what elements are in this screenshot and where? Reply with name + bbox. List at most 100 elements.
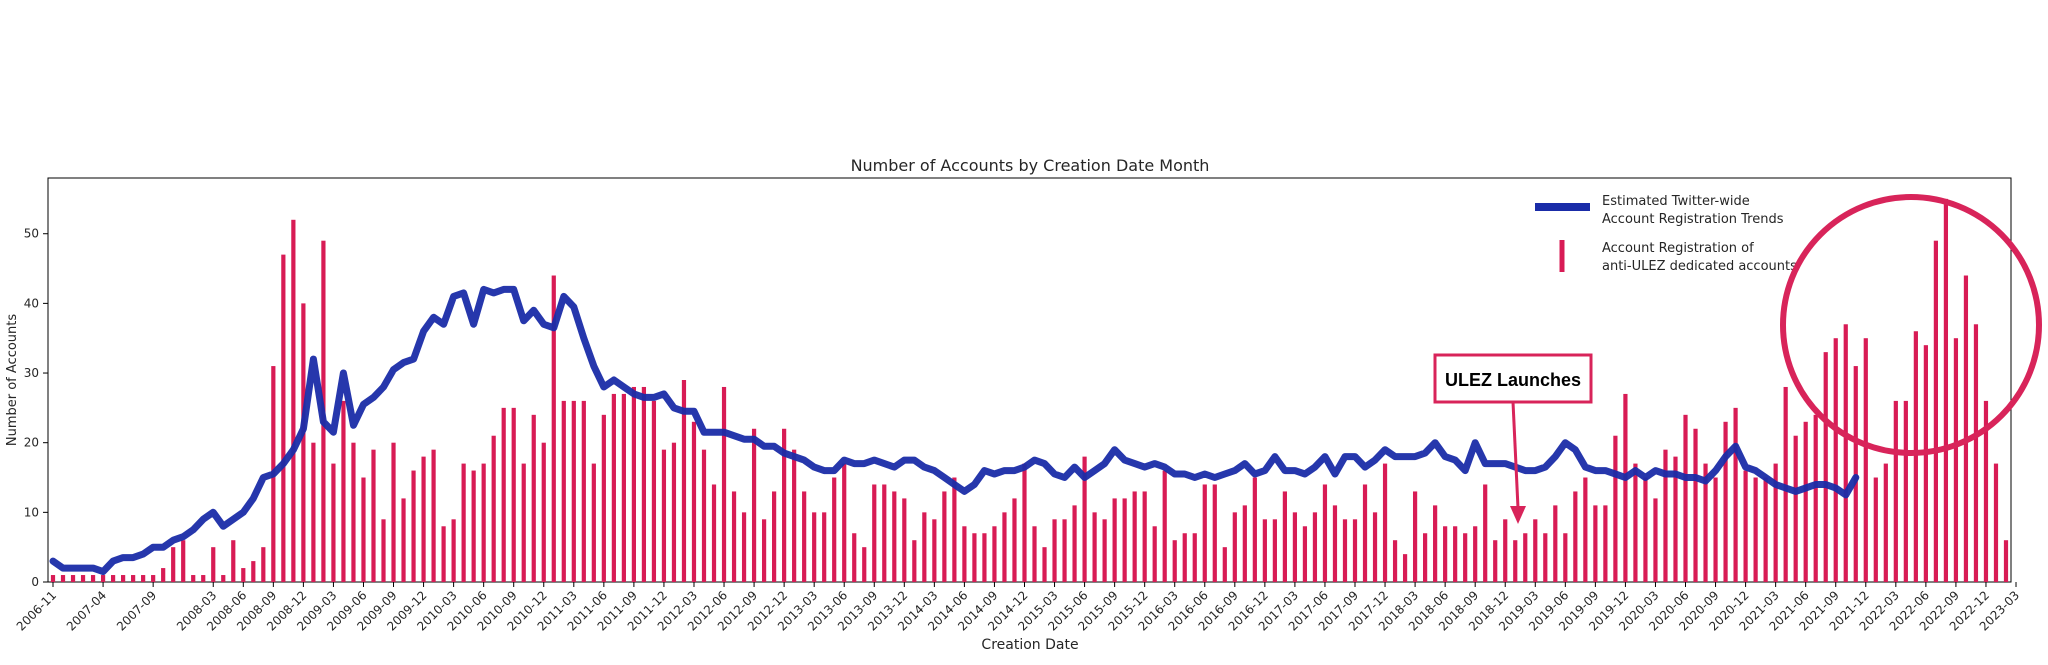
bar [1402, 554, 1408, 582]
legend: Estimated Twitter-wide Account Registrat… [1535, 194, 1797, 274]
bar [1523, 533, 1528, 582]
bar [581, 400, 586, 582]
bar [1963, 275, 1969, 582]
bar [371, 449, 376, 582]
bar [1613, 435, 1618, 582]
bar [741, 512, 747, 582]
callout-arrow-shaft [1511, 401, 1520, 509]
bar [1412, 491, 1418, 582]
bar [481, 463, 486, 582]
bar [1903, 400, 1908, 582]
bar [782, 428, 787, 582]
bar [601, 414, 606, 582]
bar [1433, 505, 1438, 582]
bar [1643, 477, 1648, 582]
bar [882, 484, 887, 582]
bar [2003, 540, 2009, 582]
highlight-circle [1780, 194, 2042, 456]
bar [932, 519, 937, 582]
bar [862, 547, 867, 582]
bar [1973, 324, 1979, 582]
bar [1843, 324, 1848, 582]
bar [922, 512, 927, 582]
bar [1593, 505, 1598, 582]
bar [1693, 428, 1698, 582]
bar [1362, 484, 1368, 582]
bar [711, 484, 717, 582]
bar [982, 533, 987, 582]
bar [401, 498, 406, 582]
bar [431, 449, 436, 582]
y-tick-label: 20 [24, 436, 39, 450]
bar [110, 575, 116, 582]
bar [1312, 512, 1318, 582]
bar [511, 407, 516, 582]
bar [131, 575, 136, 582]
bar [1633, 463, 1638, 582]
bar [1713, 477, 1718, 582]
trend-line [49, 285, 1860, 576]
x-tick-label: 2007-04 [64, 588, 109, 633]
line-series [49, 285, 1860, 576]
bar [351, 442, 356, 582]
bar [772, 491, 777, 582]
legend-bar-label-1: Account Registration of [1602, 241, 1754, 256]
bar [1082, 456, 1087, 582]
bar [1753, 477, 1758, 582]
bar [1392, 540, 1398, 582]
bar [1743, 470, 1748, 582]
bar [832, 477, 837, 582]
bar [421, 456, 426, 582]
bar [1923, 345, 1928, 582]
bar [1953, 338, 1959, 582]
bar [1423, 533, 1428, 582]
bar [1653, 498, 1658, 582]
bar [1763, 477, 1768, 582]
bar [1222, 547, 1227, 582]
bar [1032, 526, 1037, 582]
x-tick-label: 2006-11 [14, 588, 59, 633]
bar [1863, 338, 1868, 582]
bar [121, 575, 126, 582]
bar [1563, 533, 1568, 582]
bar [50, 575, 56, 582]
bar [191, 575, 196, 582]
bar [1533, 519, 1538, 582]
bar [701, 449, 707, 582]
bar [1733, 407, 1738, 582]
bar [1723, 421, 1728, 582]
bar [1042, 547, 1047, 582]
bar [1102, 519, 1107, 582]
bar [1132, 491, 1137, 582]
bar [551, 275, 556, 582]
bar [1092, 512, 1097, 582]
bar [501, 407, 506, 582]
bar [80, 575, 86, 582]
bar [441, 526, 446, 582]
bar [651, 400, 657, 582]
bar [281, 254, 286, 582]
bar [1803, 421, 1808, 582]
bar [751, 428, 757, 582]
bar [1773, 463, 1778, 582]
bar [1212, 484, 1217, 582]
bar [311, 442, 316, 582]
y-axis-label: Number of Accounts [5, 314, 20, 447]
bar [251, 561, 256, 582]
bar [1162, 470, 1167, 582]
bar [1453, 526, 1458, 582]
bar [1933, 240, 1938, 583]
bar [331, 463, 336, 582]
bar [211, 547, 216, 582]
bar [231, 540, 236, 582]
y-tick-label: 50 [24, 227, 39, 241]
bar [1913, 331, 1918, 582]
bar [1993, 463, 1999, 582]
bar [1443, 526, 1448, 582]
bar [181, 540, 186, 582]
bar [1232, 512, 1237, 582]
bar [301, 303, 306, 582]
bar [1342, 519, 1348, 582]
ulez-callout: ULEZ Launches [1433, 353, 1593, 524]
